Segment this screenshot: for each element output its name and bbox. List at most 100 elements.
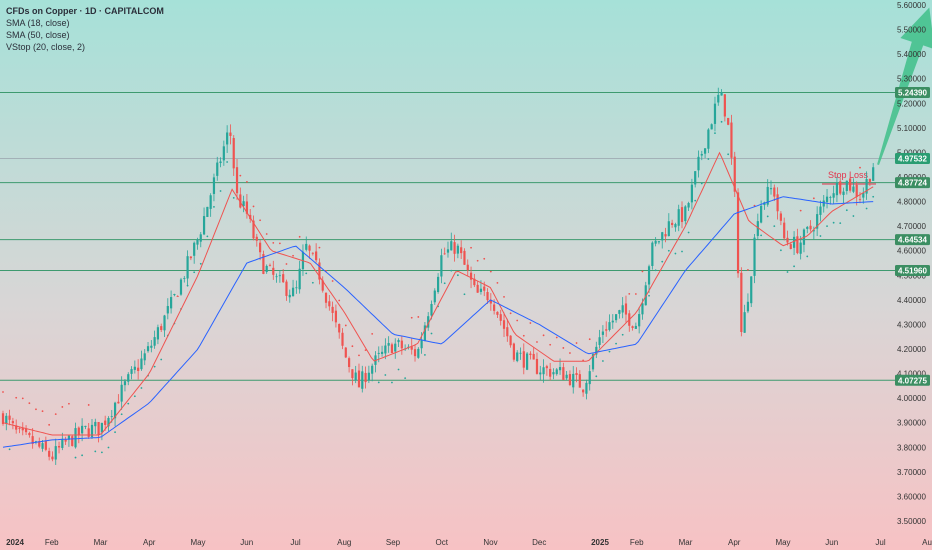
vstop-dot — [160, 358, 163, 361]
candle-body — [591, 354, 595, 370]
vstop-dot — [338, 299, 341, 302]
candle-body — [436, 276, 440, 293]
vstop-dot — [793, 265, 795, 268]
candle-body — [232, 138, 235, 169]
vstop-legend[interactable]: VStop (20, close, 2) — [6, 42, 86, 52]
candle-body — [694, 171, 697, 185]
candle-body — [792, 236, 796, 248]
vstop-dot — [114, 431, 116, 434]
candle-body — [278, 275, 281, 277]
vstop-dot — [562, 347, 565, 349]
vstop-layer — [2, 120, 875, 459]
candle-body — [272, 267, 275, 275]
candle-body — [717, 94, 720, 103]
candle-body — [179, 279, 183, 295]
candle-body — [631, 326, 634, 328]
candle-body — [324, 292, 328, 303]
vstop-dot — [747, 268, 749, 271]
candle-body — [700, 153, 703, 156]
vstop-dot — [489, 270, 492, 273]
vstop-dot — [41, 410, 44, 413]
time-axis[interactable]: 2024 Feb Mar Apr May Jun Jul Aug Sep Oct Nov Dec 202… — [6, 538, 932, 547]
candle-body — [377, 352, 380, 354]
time-tick-label: Jun — [825, 538, 838, 547]
vstop-dot — [852, 215, 855, 217]
time-tick-label: Feb — [45, 538, 59, 547]
candle-body — [74, 428, 77, 448]
candle-body — [572, 373, 575, 388]
candle-body — [341, 332, 344, 346]
candle-body — [680, 207, 684, 223]
candle-body — [872, 167, 875, 181]
vstop-dot — [779, 249, 782, 252]
symbol-title[interactable]: CFDs on Copper · 1D · CAPITALCOM — [6, 6, 164, 16]
price-tag-label: 4.87724 — [898, 179, 927, 188]
candle-body — [799, 242, 802, 254]
candle-body — [509, 335, 512, 346]
candle-body — [545, 366, 548, 369]
candle-body — [806, 226, 809, 229]
vstop-dot — [285, 263, 288, 265]
candle-body — [756, 221, 759, 236]
candle-body — [707, 129, 710, 149]
candle-body — [845, 180, 848, 191]
vstop-dot — [707, 158, 710, 160]
vstop-dot — [826, 225, 828, 228]
candle-body — [568, 374, 572, 386]
candle-body — [130, 369, 133, 374]
sma18-legend[interactable]: SMA (18, close) — [6, 18, 70, 28]
time-tick-label: May — [190, 538, 205, 547]
candle-body — [413, 349, 417, 357]
vstop-dot — [714, 132, 716, 135]
candle-body — [64, 439, 67, 442]
candle-body — [473, 278, 476, 286]
vstop-dot — [687, 231, 690, 234]
vstop-dot — [351, 345, 354, 348]
candle-body — [387, 343, 390, 346]
candle-body — [769, 188, 773, 190]
time-tick-label: Mar — [679, 538, 693, 547]
candle-body — [54, 446, 57, 460]
candle-body — [822, 200, 825, 207]
candle-body — [176, 295, 179, 297]
candle-body — [153, 337, 156, 346]
candle-body — [575, 373, 578, 375]
vstop-dot — [615, 342, 617, 345]
vstop-dot — [68, 402, 70, 405]
vstop-dot — [536, 341, 538, 343]
time-tick-label: Aug — [922, 538, 932, 547]
vstop-dot — [773, 225, 776, 227]
candle-body — [463, 250, 466, 265]
candle-body — [638, 314, 641, 327]
candle-body — [588, 371, 591, 385]
price-tag-label: 5.24390 — [898, 88, 927, 97]
vstop-dot — [81, 454, 84, 457]
candle-body — [371, 365, 374, 374]
price-tick-label: 5.10000 — [897, 124, 926, 133]
candle-body — [110, 416, 113, 417]
time-tick-label: 2025 — [591, 538, 609, 547]
time-tick-label: Feb — [630, 538, 644, 547]
candle-body — [865, 179, 868, 194]
price-axis[interactable]: 5.60000 5.50000 5.40000 5.30000 5.20000 5.100… — [897, 1, 926, 526]
candle-body — [140, 358, 143, 370]
vstop-dot — [48, 423, 51, 426]
candle-body — [84, 425, 87, 427]
vstop-dot — [74, 456, 77, 459]
vstop-dot — [246, 180, 248, 183]
candle-body — [585, 382, 588, 394]
candle-body — [753, 237, 756, 276]
candle-body — [328, 301, 331, 307]
candle-body — [357, 370, 361, 388]
vstop-dot — [430, 332, 433, 335]
vstop-dot — [424, 354, 426, 356]
vstop-dot — [61, 406, 64, 408]
vstop-dot — [239, 174, 242, 177]
candle-body — [384, 345, 387, 354]
candle-body — [727, 117, 730, 125]
candle-body — [206, 206, 209, 217]
sma50-legend[interactable]: SMA (50, close) — [6, 30, 70, 40]
vstop-dot — [219, 190, 222, 192]
vstop-dot — [661, 260, 664, 263]
